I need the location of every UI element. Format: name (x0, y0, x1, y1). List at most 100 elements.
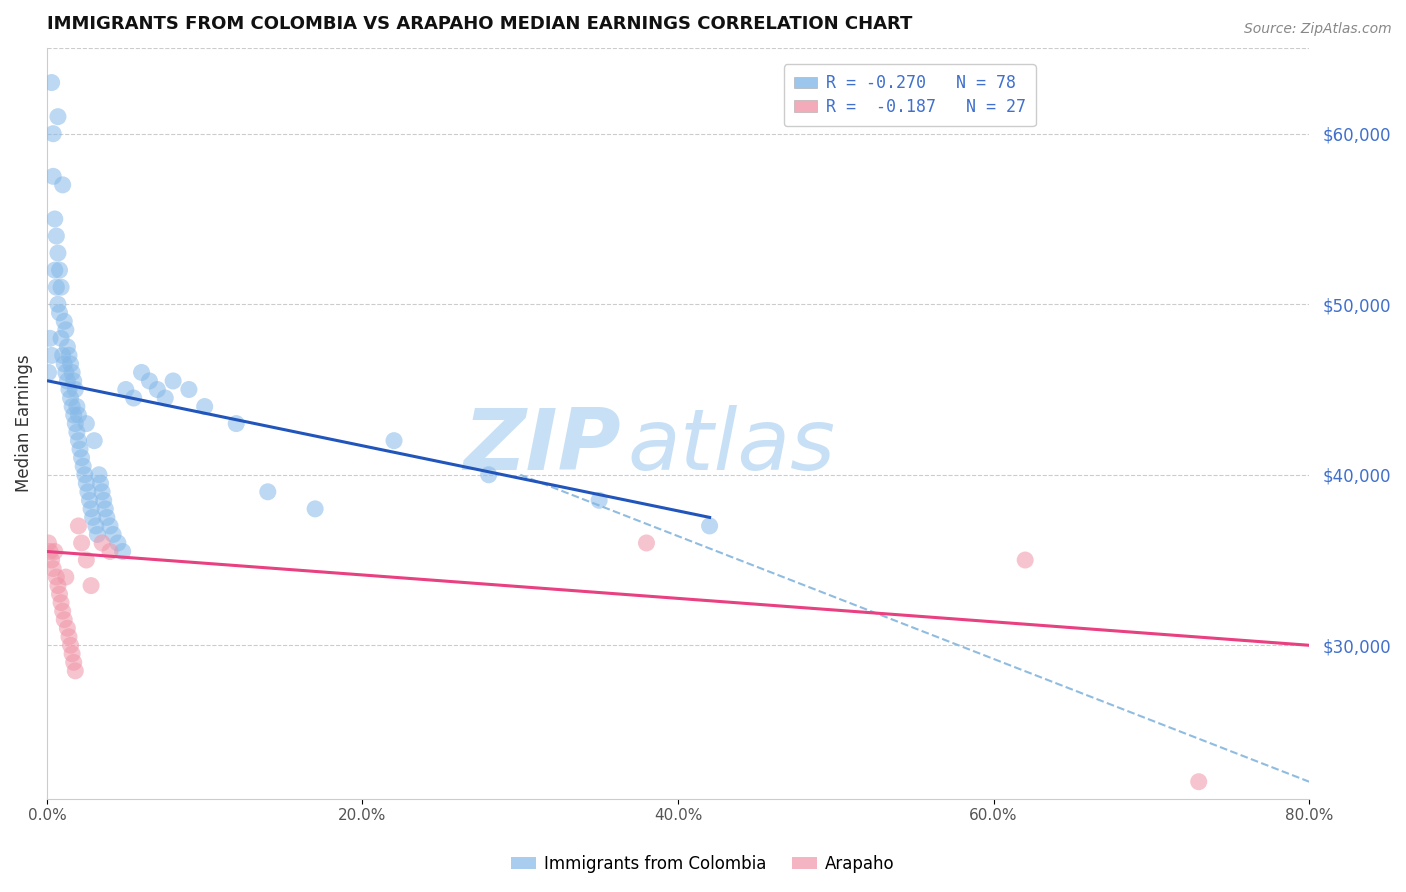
Point (94, 501, 117, 516)
Point (72, 459, 94, 474)
Point (162, 374, 184, 388)
Point (42, 169, 65, 184)
Point (98, 519, 121, 533)
Text: Source: ZipAtlas.com: Source: ZipAtlas.com (1244, 22, 1392, 37)
Point (65, 664, 87, 678)
Point (70, 536, 93, 550)
Point (75, 476, 97, 491)
Point (53, 613, 76, 627)
Point (60, 366, 83, 380)
Point (177, 383, 200, 397)
Point (194, 400, 217, 414)
Point (60, 647, 83, 661)
Point (58, 348, 80, 362)
Point (44, 544, 66, 558)
Point (62, 374, 84, 388)
Point (96, 510, 118, 524)
Point (52, 178, 75, 192)
Point (122, 391, 145, 405)
Point (49, 280, 72, 294)
Point (60, 400, 83, 414)
Point (80, 579, 103, 593)
Point (59, 391, 82, 405)
Point (636, 536, 658, 550)
Point (55, 570, 77, 584)
Point (37, 536, 59, 550)
Point (58, 630, 80, 644)
Point (52, 348, 75, 362)
Text: ZIP: ZIP (464, 405, 621, 488)
Text: atlas: atlas (627, 405, 835, 488)
Point (48, 306, 70, 320)
Point (41, 553, 63, 567)
Point (59, 638, 82, 652)
Point (45, 570, 67, 584)
Point (304, 501, 326, 516)
Text: IMMIGRANTS FROM COLOMBIA VS ARAPAHO MEDIAN EARNINGS CORRELATION CHART: IMMIGRANTS FROM COLOMBIA VS ARAPAHO MEDI… (46, 15, 912, 33)
Point (82, 510, 104, 524)
Point (65, 383, 87, 397)
Point (46, 246, 69, 260)
Point (225, 417, 247, 431)
Point (52, 604, 75, 618)
Point (98, 544, 121, 558)
Point (53, 314, 76, 328)
Point (75, 553, 97, 567)
Point (79, 493, 101, 508)
Point (86, 527, 108, 541)
Point (69, 442, 91, 457)
Point (91, 484, 114, 499)
Point (45, 280, 67, 294)
Point (56, 340, 79, 354)
Point (42, 561, 65, 575)
Point (67, 519, 90, 533)
Point (77, 484, 100, 499)
Point (56, 374, 79, 388)
Point (138, 374, 160, 388)
Point (67, 434, 90, 448)
Point (42, 127, 65, 141)
Point (58, 383, 80, 397)
Point (75, 417, 97, 431)
Point (382, 434, 405, 448)
Legend: Immigrants from Colombia, Arapaho: Immigrants from Colombia, Arapaho (505, 848, 901, 880)
Point (37, 366, 59, 380)
Point (56, 621, 79, 635)
Point (73, 467, 96, 482)
Point (91, 536, 114, 550)
Point (55, 366, 77, 380)
Point (146, 383, 169, 397)
Point (62, 408, 84, 422)
Point (46, 297, 69, 311)
Point (55, 323, 77, 337)
Point (70, 450, 93, 465)
Point (45, 229, 67, 244)
Point (588, 493, 610, 508)
Point (46, 579, 69, 593)
Point (66, 425, 89, 439)
Point (80, 501, 103, 516)
Point (39, 331, 62, 345)
Point (1188, 774, 1211, 789)
Point (44, 263, 66, 277)
Point (111, 544, 134, 558)
Legend: R = -0.270   N = 78, R =  -0.187   N = 27: R = -0.270 N = 78, R = -0.187 N = 27 (785, 64, 1036, 126)
Point (67, 408, 90, 422)
Point (59, 357, 82, 371)
Point (131, 366, 153, 380)
Point (478, 467, 501, 482)
Point (46, 110, 69, 124)
Point (48, 587, 70, 601)
Point (114, 383, 136, 397)
Point (87, 467, 110, 482)
Point (53, 357, 76, 371)
Point (41, 348, 63, 362)
Point (107, 536, 129, 550)
Point (83, 434, 105, 448)
Point (155, 391, 177, 405)
Point (101, 527, 124, 541)
Point (90, 476, 112, 491)
Point (699, 519, 721, 533)
Point (256, 484, 278, 499)
Y-axis label: Median Earnings: Median Earnings (15, 355, 32, 492)
